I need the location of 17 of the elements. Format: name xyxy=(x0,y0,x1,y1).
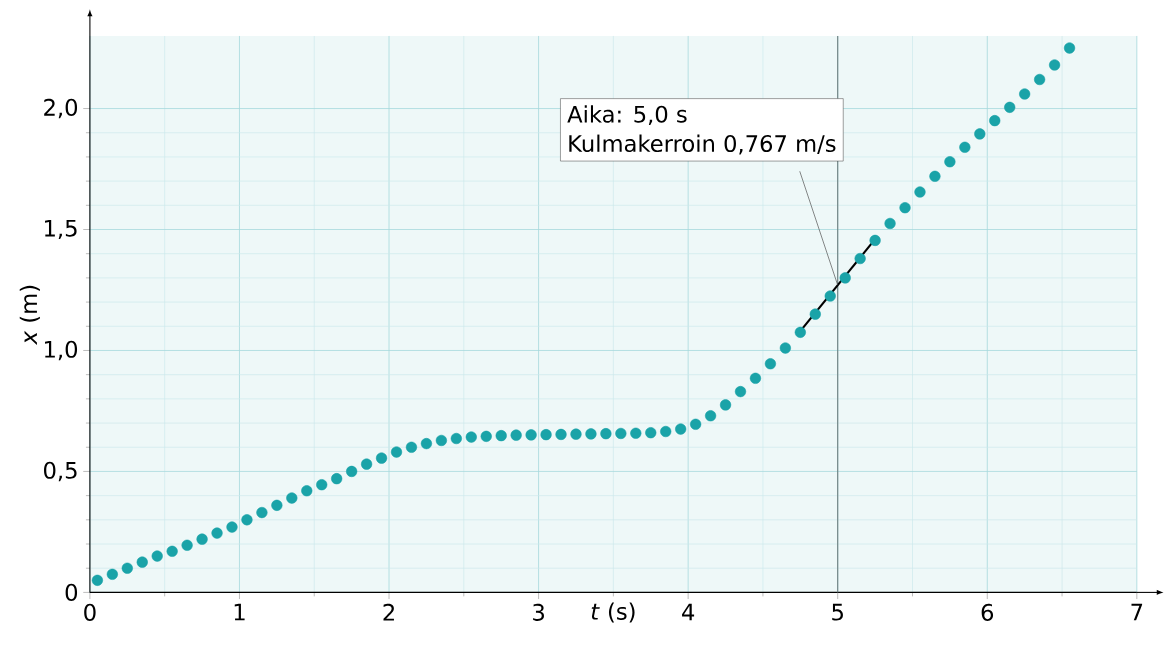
x-tick-label: 1 xyxy=(234,603,245,621)
y-tick-label: 0 xyxy=(65,583,78,601)
y-tick-label: 0,5 xyxy=(44,461,77,481)
y-tick-label: 1,5 xyxy=(45,219,77,239)
x-axis-title: t (s) xyxy=(591,602,635,623)
x-tick-label: 7 xyxy=(1131,603,1143,621)
x-tick-label: 2 xyxy=(383,603,394,621)
x-tick-label: 0 xyxy=(84,603,96,621)
annotation: Kulmakerroin 0,767 m/s xyxy=(569,134,836,155)
x-tick-label: 4 xyxy=(682,603,695,621)
y-axis-title: x (m) xyxy=(19,285,40,345)
y-tick-label: 1,0 xyxy=(45,340,78,361)
y-tick-label: 2,0 xyxy=(44,98,78,119)
annotation: Aika: 5,0 s xyxy=(567,105,687,125)
x-tick-label: 5 xyxy=(832,603,843,621)
x-tick-label: 3 xyxy=(533,603,544,621)
x-tick-label: 6 xyxy=(981,603,994,621)
